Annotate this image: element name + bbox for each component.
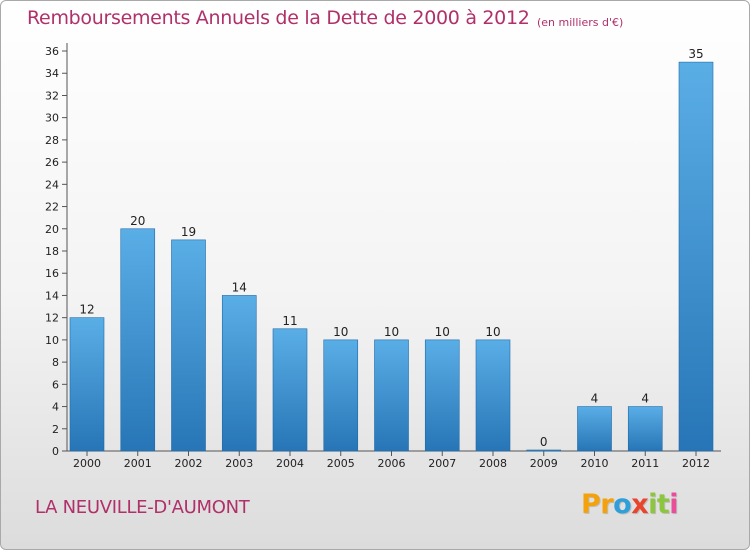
y-tick-label: 8 [52,356,59,369]
bar-2001 [120,228,156,452]
y-tick-label: 24 [45,178,59,191]
y-tick-label: 10 [45,334,59,347]
y-tick-label: 20 [45,223,59,236]
logo-letter: o [613,489,632,520]
bar-value-label: 10 [333,325,348,339]
bar-value-label: 10 [384,325,399,339]
logo-letter: i [669,489,679,520]
x-tick-label: 2009 [530,457,558,470]
bar-2004 [272,328,308,452]
y-tick-label: 4 [52,401,59,414]
bar-value-label: 14 [232,280,247,294]
y-tick-label: 6 [52,378,59,391]
x-tick-label: 2006 [378,457,406,470]
logo-letter: x [631,489,649,520]
y-tick-label: 12 [45,312,59,325]
x-tick-label: 2011 [631,457,659,470]
logo-letter: P [581,489,601,520]
bar-2010 [577,406,612,452]
x-tick-label: 2004 [276,457,304,470]
y-tick-label: 0 [52,445,59,458]
bar-value-label: 19 [181,225,196,239]
bar-value-label: 4 [641,392,649,406]
logo-letter: t [656,489,670,520]
bar-2006 [374,339,409,452]
bar-2008 [475,339,511,452]
logo-letter: i [648,489,657,520]
x-tick-label: 2001 [124,457,152,470]
y-tick-label: 22 [45,201,59,214]
y-tick-label: 28 [45,134,59,147]
proxiti-logo: Proxiti [581,489,679,520]
bar-value-label: 35 [688,47,703,61]
x-tick-label: 2012 [682,457,710,470]
bar-value-label: 11 [282,314,297,328]
bar-value-label: 4 [591,392,599,406]
logo-letter: r [600,489,614,520]
bar-2007 [424,339,460,452]
x-tick-label: 2007 [428,457,456,470]
bar-value-label: 0 [540,435,548,449]
bar-2012 [678,61,714,452]
y-tick-label: 30 [45,112,59,125]
bar-2009 [526,449,562,452]
y-tick-label: 36 [45,45,59,58]
bar-2000 [69,317,105,452]
y-tick-label: 18 [45,245,59,258]
bar-2005 [323,339,359,452]
y-tick-label: 2 [52,423,59,436]
bar-2011 [627,406,663,452]
x-tick-label: 2000 [73,457,101,470]
bar-2003 [221,295,257,452]
y-tick-label: 16 [45,267,59,280]
x-tick-label: 2005 [327,457,355,470]
bar-2002 [171,239,206,452]
bar-value-label: 12 [79,303,94,317]
bar-value-label: 20 [130,214,145,228]
y-tick-label: 34 [45,67,59,80]
bar-value-label: 10 [485,325,500,339]
x-tick-label: 2003 [225,457,253,470]
x-tick-label: 2002 [175,457,203,470]
y-tick-label: 14 [45,289,59,302]
chart-title: Remboursements Annuels de la Dette de 20… [27,7,530,29]
y-tick-label: 32 [45,89,59,102]
commune-name: LA NEUVILLE-D'AUMONT [35,497,250,518]
x-tick-label: 2010 [581,457,609,470]
x-tick-label: 2008 [479,457,507,470]
bar-value-label: 10 [435,325,450,339]
chart-unit-subtitle: (en milliers d'€) [537,16,624,29]
y-tick-label: 26 [45,156,59,169]
